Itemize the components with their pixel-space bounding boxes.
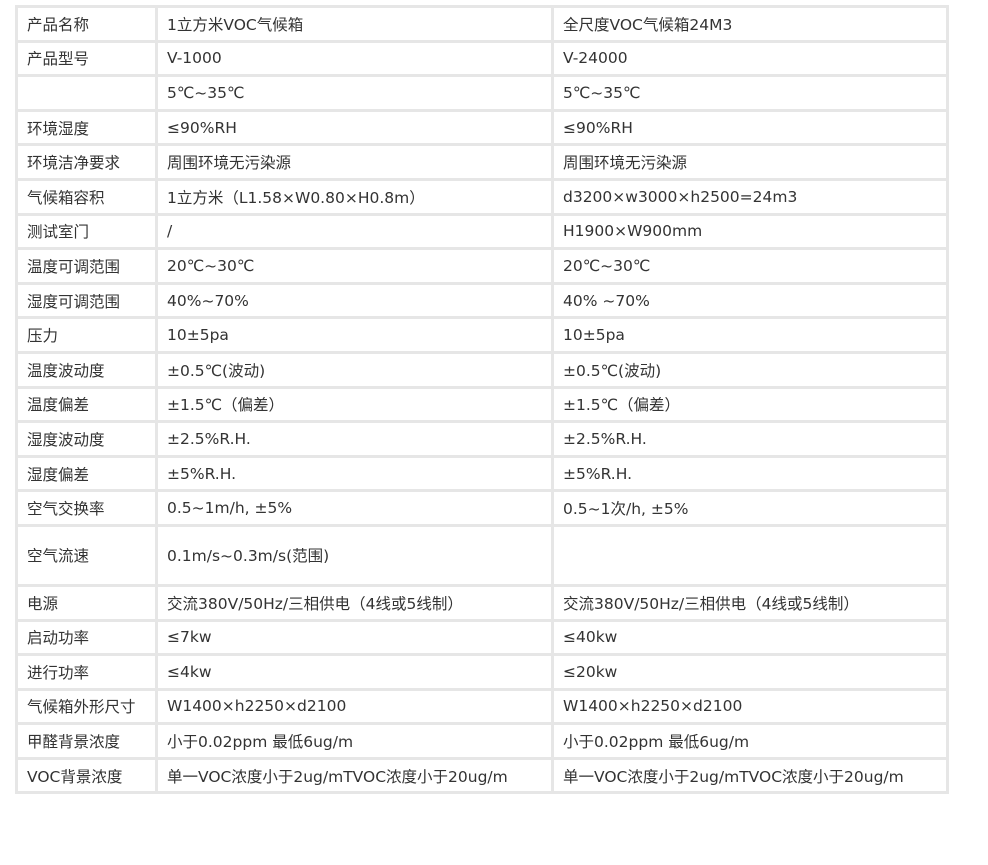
spec-value-v24000: ≤20kw [551,653,949,691]
table-row: 产品型号 V-1000 V-24000 [15,39,949,78]
table-row: 电源 交流380V/50Hz/三相供电（4线或5线制） 交流380V/50Hz/三相… [15,583,949,622]
table-row: 环境湿度 ≤90%RH ≤90%RH [15,108,949,147]
spec-value-v24000: ≤40kw [551,618,949,657]
spec-value-v24000: 全尺度VOC气候箱24M3 [551,5,949,43]
spec-label: 电源 [15,583,158,622]
spec-value-v24000: ±2.5%R.H. [551,420,949,458]
table-row: 5℃~35℃ 5℃~35℃ [15,74,949,112]
table-row: 湿度偏差 ±5%R.H. ±5%R.H. [15,454,949,493]
spec-value-v1000: 0.5~1m/h, ±5% [155,489,554,527]
spec-value-v24000: 5℃~35℃ [551,74,949,112]
spec-label: 温度偏差 [15,385,158,424]
spec-value-v24000: 单一VOC浓度小于2ug/mTVOC浓度小于20ug/m [551,756,949,795]
table-row: 气候箱外形尺寸 W1400×h2250×d2100 W1400×h2250×d210… [15,687,949,726]
spec-value-v1000: ≤4kw [155,653,554,691]
spec-value-v24000: 10±5pa [551,316,949,354]
spec-value-v24000: 小于0.02ppm 最低6ug/m [551,722,949,760]
spec-label: 压力 [15,316,158,354]
spec-value-v1000: ±2.5%R.H. [155,420,554,458]
spec-label: 湿度波动度 [15,420,158,458]
spec-value-v24000: H1900×W900mm [551,212,949,251]
spec-value-v1000: 单一VOC浓度小于2ug/mTVOC浓度小于20ug/m [155,756,554,795]
spec-value-v1000: 10±5pa [155,316,554,354]
table-row: 空气交换率 0.5~1m/h, ±5% 0.5~1次/h, ±5% [15,489,949,527]
spec-value-v1000: 40%~70% [155,281,554,320]
spec-label: 产品名称 [15,5,158,43]
spec-label: 环境洁净要求 [15,143,158,181]
table-row: 甲醛背景浓度 小于0.02ppm 最低6ug/m 小于0.02ppm 最低6ug/m [15,722,949,760]
spec-label: 空气交换率 [15,489,158,527]
spec-table: 产品名称 1立方米VOC气候箱 全尺度VOC气候箱24M3 产品型号 V-1000 V-2… [15,5,949,795]
spec-value-v1000: 1立方米（L1.58×W0.80×H0.8m） [155,177,554,216]
table-row: 进行功率 ≤4kw ≤20kw [15,653,949,691]
spec-value-v1000: V-1000 [155,39,554,78]
spec-label: 甲醛背景浓度 [15,722,158,760]
spec-value-v1000: ±0.5℃(波动) [155,350,554,389]
spec-value-v1000: 周围环境无污染源 [155,143,554,181]
spec-value-v24000: 交流380V/50Hz/三相供电（4线或5线制） [551,583,949,622]
spec-label: 湿度可调范围 [15,281,158,320]
spec-value-v1000: / [155,212,554,251]
spec-label: 温度可调范围 [15,247,158,285]
spec-value-v24000: 0.5~1次/h, ±5% [551,489,949,527]
spec-label: 温度波动度 [15,350,158,389]
table-row: 湿度波动度 ±2.5%R.H. ±2.5%R.H. [15,420,949,458]
table-row: 产品名称 1立方米VOC气候箱 全尺度VOC气候箱24M3 [15,5,949,43]
table-row: VOC背景浓度 单一VOC浓度小于2ug/mTVOC浓度小于20ug/m 单一VOC… [15,756,949,795]
table-row: 温度可调范围 20℃~30℃ 20℃~30℃ [15,247,949,285]
spec-label: 气候箱容积 [15,177,158,216]
spec-value-v24000: ±1.5℃（偏差） [551,385,949,424]
spec-value-v1000: ≤90%RH [155,108,554,147]
spec-value-v1000: 交流380V/50Hz/三相供电（4线或5线制） [155,583,554,622]
spec-label: 湿度偏差 [15,454,158,493]
spec-value-v1000: 5℃~35℃ [155,74,554,112]
table-row: 湿度可调范围 40%~70% 40% ~70% [15,281,949,320]
table-row: 压力 10±5pa 10±5pa [15,316,949,354]
spec-label: 环境湿度 [15,108,158,147]
spec-value-v1000: ±5%R.H. [155,454,554,493]
spec-label: 进行功率 [15,653,158,691]
table-row: 温度偏差 ±1.5℃（偏差） ±1.5℃（偏差） [15,385,949,424]
spec-value-v1000: 0.1m/s~0.3m/s(范围) [155,523,554,587]
spec-value-v24000: 周围环境无污染源 [551,143,949,181]
spec-label: 产品型号 [15,39,158,78]
spec-value-v24000: ±0.5℃(波动) [551,350,949,389]
table-row: 环境洁净要求 周围环境无污染源 周围环境无污染源 [15,143,949,181]
table-row: 测试室门 / H1900×W900mm [15,212,949,251]
spec-value-v24000: ±5%R.H. [551,454,949,493]
spec-value-v24000: ≤90%RH [551,108,949,147]
spec-value-v1000: W1400×h2250×d2100 [155,687,554,726]
spec-label: 启动功率 [15,618,158,657]
spec-value-v1000: 20℃~30℃ [155,247,554,285]
table-row: 气候箱容积 1立方米（L1.58×W0.80×H0.8m） d3200×w3000×… [15,177,949,216]
table-row: 空气流速 0.1m/s~0.3m/s(范围) [15,523,949,587]
spec-value-v1000: 1立方米VOC气候箱 [155,5,554,43]
spec-value-v24000: d3200×w3000×h2500=24m3 [551,177,949,216]
spec-value-v24000: 40% ~70% [551,281,949,320]
spec-value-v24000: W1400×h2250×d2100 [551,687,949,726]
spec-label: 气候箱外形尺寸 [15,687,158,726]
spec-label: VOC背景浓度 [15,756,158,795]
spec-label [15,74,158,112]
spec-value-v1000: ±1.5℃（偏差） [155,385,554,424]
spec-value-v24000: V-24000 [551,39,949,78]
spec-value-v24000 [551,523,949,587]
table-row: 启动功率 ≤7kw ≤40kw [15,618,949,657]
table-row: 温度波动度 ±0.5℃(波动) ±0.5℃(波动) [15,350,949,389]
spec-value-v1000: ≤7kw [155,618,554,657]
spec-value-v24000: 20℃~30℃ [551,247,949,285]
spec-label: 测试室门 [15,212,158,251]
spec-label: 空气流速 [15,523,158,587]
spec-value-v1000: 小于0.02ppm 最低6ug/m [155,722,554,760]
